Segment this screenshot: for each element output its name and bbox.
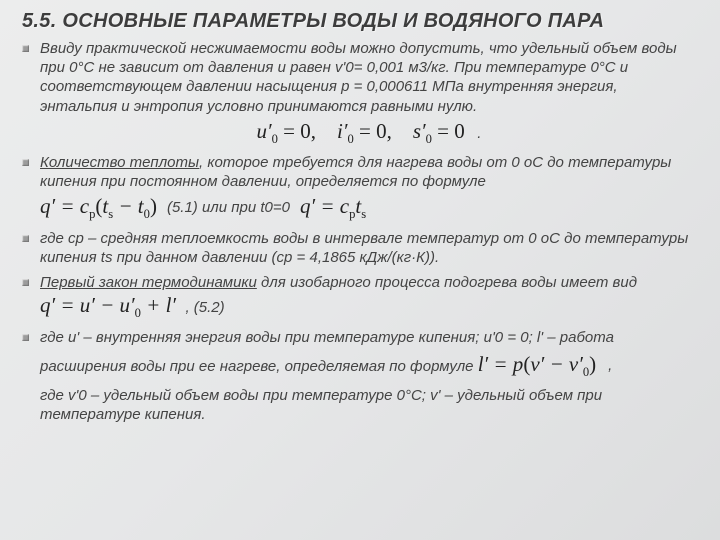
content-list: Ввиду практической несжимаемости воды мо… (22, 39, 698, 424)
formula: q′ = u′ − u′0 + l′ (40, 293, 181, 317)
formula-ref: , (5.2) (185, 299, 224, 316)
list-item: где cp – средняя теплоемкость воды в инт… (22, 229, 698, 267)
formula: q′ = cp(ts − t0) (40, 193, 157, 222)
formula-row: u′0 = 0, i′0 = 0, s′0 = 0 . (40, 118, 698, 147)
formula: q′ = cpts (300, 193, 366, 222)
paragraph-text: для изобарного процесса подогрева воды и… (257, 274, 637, 291)
list-item: Ввиду практической несжимаемости воды мо… (22, 39, 698, 147)
formula-ref: (5.1) или при t0=0 (167, 198, 290, 217)
lead-term: Количество теплоты (40, 154, 199, 171)
paragraph-text: Ввиду практической несжимаемости воды мо… (40, 40, 677, 115)
formula: l′ = p(v′ − v′0) (478, 351, 596, 380)
page-title: 5.5. ОСНОВНЫЕ ПАРАМЕТРЫ ВОДЫ И ВОДЯНОГО … (22, 10, 698, 33)
bullet-icon (22, 334, 29, 341)
lead-term: Первый закон термодинамики (40, 274, 257, 291)
paragraph-text: где v'0 – удельный объем воды при темпер… (40, 387, 602, 423)
list-item: где u' – внутренняя энергия воды при тем… (22, 328, 698, 425)
paragraph-text: где cp – средняя теплоемкость воды в инт… (40, 230, 688, 266)
period: . (477, 125, 481, 142)
list-item: Первый закон термодинамики для изобарног… (22, 273, 698, 321)
list-item: Количество теплоты, которое требуется дл… (22, 153, 698, 223)
bullet-icon (22, 45, 29, 52)
bullet-icon (22, 279, 29, 286)
bullet-icon (22, 159, 29, 166)
bullet-icon (22, 235, 29, 242)
